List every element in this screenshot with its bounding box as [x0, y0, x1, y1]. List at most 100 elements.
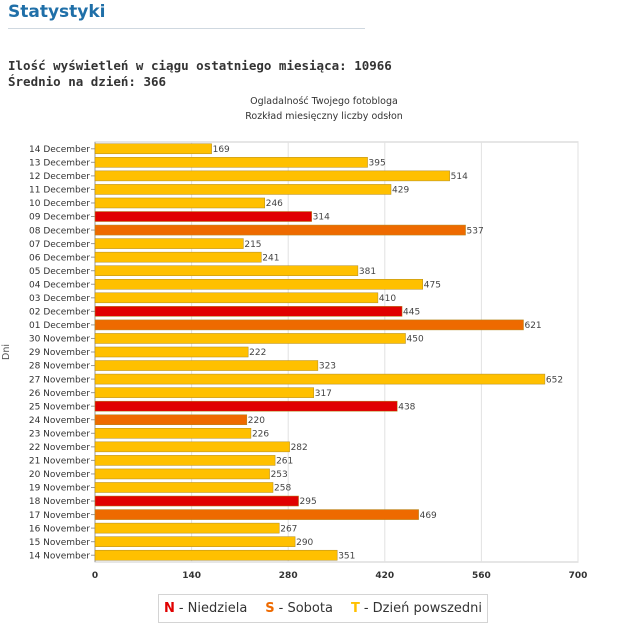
- data-label: 314: [313, 213, 330, 223]
- y-tick-label: 29 November: [29, 348, 90, 358]
- legend-letter: S: [265, 601, 275, 616]
- bar: [94, 468, 270, 480]
- y-tick-label: 24 November: [29, 416, 90, 426]
- legend-label: - Sobota: [278, 601, 333, 616]
- data-label: 445: [403, 308, 420, 318]
- x-tick-label: 0: [92, 571, 98, 581]
- data-label: 652: [546, 375, 563, 385]
- bar: [94, 536, 296, 547]
- bar: [94, 157, 368, 168]
- bar: [94, 211, 312, 222]
- bar: [94, 522, 280, 534]
- bar: [94, 549, 338, 561]
- bar: [94, 414, 248, 426]
- bar: [94, 319, 524, 331]
- data-label: 258: [274, 484, 291, 494]
- bar: [94, 400, 398, 412]
- y-tick-label: 25 November: [29, 402, 90, 412]
- y-tick-label: 14 November: [29, 551, 90, 561]
- views-stat: Ilość wyświetleń w ciągu ostatniego mies…: [8, 58, 392, 73]
- y-tick-label: 17 November: [29, 511, 90, 521]
- bar: [94, 333, 406, 344]
- y-tick-label: 05 December: [29, 267, 90, 277]
- data-label: 537: [467, 226, 484, 236]
- bar: [94, 238, 244, 249]
- title-divider: [8, 28, 365, 29]
- bar: [94, 509, 419, 520]
- x-tick-label: 700: [569, 571, 588, 581]
- y-tick-label: 08 December: [29, 226, 90, 236]
- y-tick-label: 26 November: [29, 389, 90, 399]
- y-tick-label: 12 December: [29, 172, 90, 182]
- x-tick-label: 280: [279, 571, 298, 581]
- data-label: 226: [252, 429, 269, 439]
- bar: [94, 197, 265, 209]
- data-label: 450: [407, 335, 424, 345]
- bar: [94, 455, 276, 466]
- page-title: Statystyki: [8, 2, 106, 22]
- y-tick-label: 06 December: [29, 253, 90, 263]
- y-tick-label: 01 December: [29, 321, 90, 331]
- legend-item: T- Dzień powszedni: [351, 601, 482, 616]
- data-label: 351: [338, 551, 355, 561]
- data-label: 514: [451, 172, 468, 182]
- bar: [94, 482, 274, 493]
- data-label: 621: [524, 321, 541, 331]
- legend-item: S- Sobota: [265, 601, 333, 616]
- bar: [94, 306, 403, 317]
- y-tick-label: 07 December: [29, 240, 90, 250]
- y-tick-label: 18 November: [29, 497, 90, 507]
- data-label: 395: [369, 159, 386, 169]
- average-stat: Średnio na dzień: 366: [8, 74, 166, 89]
- legend-label: - Dzień powszedni: [363, 601, 483, 616]
- bar: [94, 292, 379, 304]
- bar: [94, 373, 546, 385]
- y-tick-label: 13 December: [29, 159, 90, 169]
- views-label: Ilość wyświetleń w ciągu ostatniego mies…: [8, 58, 347, 73]
- data-label: 469: [420, 511, 437, 521]
- bar: [94, 251, 262, 263]
- chart-title: Ogladalność Twojego fotobloga: [250, 96, 398, 107]
- average-label: Średnio na dzień:: [8, 74, 136, 89]
- data-label: 290: [296, 538, 313, 548]
- chart-subtitle: Rozkład miesięczny liczby odsłon: [245, 111, 403, 122]
- y-tick-label: 16 November: [29, 524, 90, 534]
- average-value: 366: [143, 74, 167, 89]
- y-tick-label: 03 December: [29, 294, 90, 304]
- bar: [94, 184, 392, 195]
- bar: [94, 495, 299, 507]
- y-tick-label: 10 December: [29, 199, 90, 209]
- bar: [94, 224, 466, 236]
- legend-letter: N: [163, 601, 175, 616]
- bar: [94, 387, 314, 398]
- bar: [94, 441, 290, 453]
- data-label: 215: [244, 240, 261, 250]
- y-tick-label: 22 November: [29, 443, 90, 453]
- y-axis-label: Dni: [1, 344, 12, 360]
- data-label: 295: [300, 497, 317, 507]
- bar: [94, 278, 423, 290]
- data-label: 475: [424, 280, 441, 290]
- y-tick-label: 20 November: [29, 470, 90, 480]
- legend-item: N- Niedziela: [164, 601, 247, 616]
- y-tick-label: 27 November: [29, 375, 90, 385]
- x-tick-label: 420: [375, 571, 394, 581]
- bar: [94, 346, 249, 358]
- data-label: 241: [262, 253, 279, 263]
- legend-letter: T: [350, 601, 360, 616]
- y-tick-label: 21 November: [29, 457, 90, 467]
- data-label: 317: [315, 389, 332, 399]
- data-label: 220: [248, 416, 265, 426]
- legend-label: - Niedziela: [178, 601, 248, 616]
- bar: [94, 143, 212, 155]
- y-tick-label: 09 December: [29, 213, 90, 223]
- data-label: 222: [249, 348, 266, 358]
- data-label: 253: [271, 470, 288, 480]
- y-tick-label: 02 December: [29, 308, 90, 318]
- data-label: 410: [379, 294, 396, 304]
- data-label: 429: [392, 186, 409, 196]
- data-label: 261: [276, 457, 293, 467]
- data-label: 246: [266, 199, 283, 209]
- y-tick-label: 19 November: [29, 484, 90, 494]
